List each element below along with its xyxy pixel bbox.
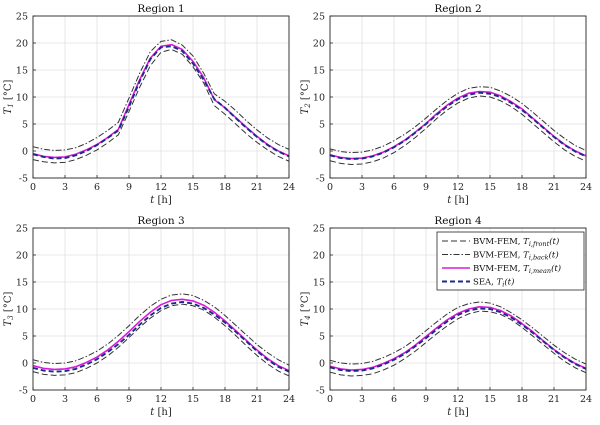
y-tick-label: 25 [313,12,325,23]
series-line-3 [32,43,290,159]
series-line-4 [32,301,290,373]
y-tick-label: 0 [319,359,325,370]
series-line-1 [32,303,290,377]
x-tick-label: 3 [359,182,365,193]
x-tick-label: 9 [126,394,132,405]
series-line-2 [32,293,290,366]
series-line-4 [329,91,587,161]
y-tick-label: 15 [313,66,325,77]
series-line-4 [32,45,290,160]
y-tick-label: 0 [22,147,28,158]
x-tick-label: 12 [452,182,464,193]
x-tick-label: 3 [359,394,365,405]
x-tick-label: 24 [580,394,592,405]
x-tick-label: 6 [94,394,100,405]
x-tick-label: 9 [423,182,429,193]
subplot-title: Region 2 [434,3,481,15]
legend-entry-3: BVM-FEM, Ti,mean(t) [473,263,561,275]
x-tick-label: 21 [251,394,263,405]
x-tick-label: 21 [548,182,560,193]
x-tick-label: 18 [516,394,528,405]
series-line-2 [329,86,587,154]
x-tick-label: 12 [155,394,167,405]
series-line-2 [329,301,587,365]
x-tick-label: 21 [548,394,560,405]
x-axis-label: t [h] [447,195,469,206]
y-tick-label: 25 [313,224,325,235]
x-axis-label: t [h] [150,195,172,206]
x-tick-label: 0 [327,394,333,405]
y-tick-label: -5 [316,386,325,397]
x-tick-label: 0 [30,394,36,405]
y-tick-label: 20 [313,251,325,262]
y-tick-label: 15 [16,278,28,289]
subplot-title: Region 3 [137,215,184,227]
y-tick-label: 0 [319,147,325,158]
x-tick-label: 24 [283,394,295,405]
y-tick-label: 10 [313,305,325,316]
x-axis-label: t [h] [447,407,469,418]
legend: BVM-FEM, Ti,front(t) BVM-FEM, Ti,back(t)B… [436,231,585,291]
y-tick-label: 5 [22,332,28,343]
series-line-1 [329,310,587,377]
x-tick-label: 0 [327,182,333,193]
y-tick-label: -5 [19,386,28,397]
legend-entry-2: BVM-FEM, Ti,back(t) [473,250,559,262]
x-tick-label: 15 [484,394,496,405]
y-tick-label: 25 [16,224,28,235]
y-tick-label: -5 [19,174,28,185]
y-tick-label: 20 [16,251,28,262]
y-tick-label: 10 [313,93,325,104]
x-tick-label: 12 [155,182,167,193]
x-tick-label: 24 [283,182,295,193]
y-tick-label: -5 [316,174,325,185]
x-tick-label: 3 [62,182,68,193]
x-axis-label: t [h] [150,407,172,418]
series-line-4 [329,307,587,373]
y-tick-label: 10 [16,305,28,316]
subplot-title: Region 4 [434,215,482,227]
y-tick-label: 15 [313,278,325,289]
y-tick-label: 5 [22,120,28,131]
x-tick-label: 18 [219,394,231,405]
x-tick-label: 15 [187,182,199,193]
x-tick-label: 15 [187,394,199,405]
y-axis-label: T3 [°C] [3,292,15,327]
x-tick-label: 18 [219,182,231,193]
x-tick-label: 3 [62,394,68,405]
y-axis-label: T1 [°C] [3,80,15,115]
legend-entry-4: SEA, Ti(t) [473,277,514,289]
y-tick-label: 10 [16,93,28,104]
x-tick-label: 6 [94,182,100,193]
x-tick-label: 0 [30,182,36,193]
legend-entry-1: BVM-FEM, Ti,front(t) [473,236,559,248]
y-tick-label: 0 [22,359,28,370]
series-line-2 [32,39,290,151]
x-tick-label: 21 [251,182,263,193]
x-tick-label: 12 [452,394,464,405]
x-tick-label: 6 [391,182,397,193]
x-tick-label: 18 [516,182,528,193]
legend-box [436,231,585,291]
y-tick-label: 20 [16,39,28,50]
series-line-3 [32,298,290,372]
y-tick-label: 5 [319,332,325,343]
subplot-title: Region 1 [137,3,184,15]
x-tick-label: 6 [391,394,397,405]
y-axis-label: T2 [°C] [300,80,312,115]
series-line-1 [329,95,587,165]
x-tick-label: 15 [484,182,496,193]
x-tick-label: 9 [126,182,132,193]
y-tick-label: 20 [313,39,325,50]
x-tick-label: 24 [580,182,592,193]
y-tick-label: 5 [319,120,325,131]
x-tick-label: 9 [423,394,429,405]
y-axis-label: T4 [°C] [300,292,312,327]
y-tick-label: 15 [16,66,28,77]
y-tick-label: 25 [16,12,28,23]
